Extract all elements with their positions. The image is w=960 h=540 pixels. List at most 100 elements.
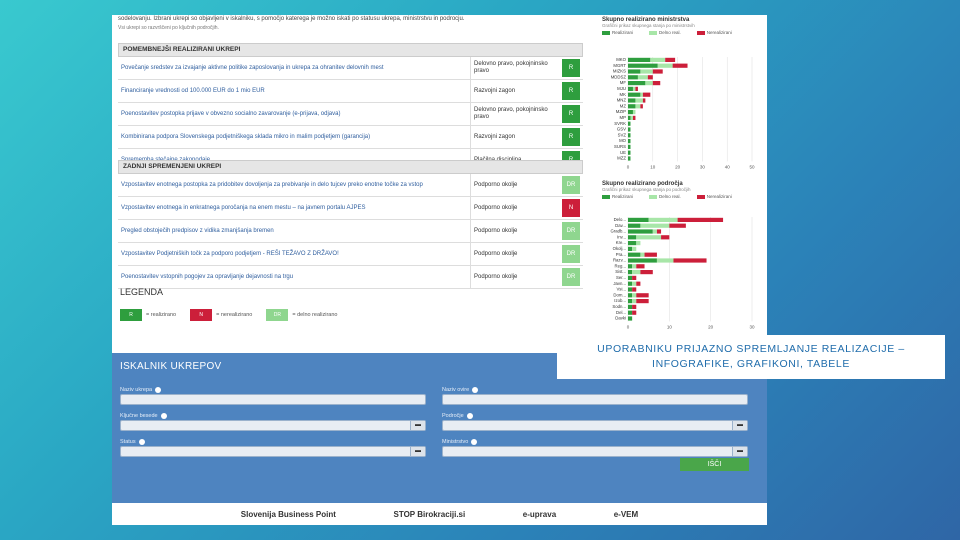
x-tick-label: 20 [675, 164, 681, 169]
measure-title[interactable]: Vzpostavitev Podjetniških točk za podpor… [121, 250, 339, 257]
legend-label: Delno real. [659, 30, 681, 35]
table-row[interactable]: Pregled obstoječih predpisov z vidika zm… [118, 220, 583, 243]
bar-segment [635, 86, 638, 91]
bar-segment [635, 98, 643, 103]
bar-segment [652, 229, 657, 234]
bar-segment [657, 63, 673, 68]
chart-legend-item: Delno real. [649, 30, 689, 35]
info-icon[interactable] [472, 386, 479, 393]
bar-segment [628, 258, 657, 263]
info-icon[interactable] [138, 438, 145, 445]
status-badge: R [562, 128, 580, 146]
measure-title[interactable]: Sprememba stečajne zakonodaje [118, 157, 470, 164]
field-input[interactable]: ▬ [442, 420, 748, 431]
legend-label: Nerealizirani [706, 30, 732, 35]
category-label: GSV [617, 127, 626, 132]
bar-segment [650, 57, 666, 62]
chart-subtitle: Grafični prikaz skupnega stanja po minis… [602, 23, 695, 28]
field-label: Status [120, 437, 426, 446]
field-label-text: Ključne besede [120, 412, 158, 419]
bar-segment [632, 264, 637, 269]
bar-segment [636, 241, 641, 246]
measure-title[interactable]: Poenostavitev vstopnih pogojev za opravl… [121, 273, 294, 280]
dropdown-button[interactable]: ▬ [410, 447, 425, 456]
info-icon[interactable] [155, 386, 162, 393]
dropdown-button[interactable]: ▬ [732, 421, 747, 430]
legend-swatch: DR [266, 309, 289, 321]
category-label: Kre... [616, 240, 626, 245]
bar-segment [640, 92, 643, 97]
chart-title: Skupno realizirano področja [602, 181, 683, 187]
table-row[interactable]: Kombinirana podpora Slovenskega podjetni… [118, 126, 583, 149]
bar-segment [642, 98, 646, 103]
bar-segment [656, 229, 662, 234]
category-label: MKO [616, 57, 626, 62]
field-input[interactable]: ▬ [120, 420, 426, 431]
legend-item: R = realizirano [120, 309, 176, 321]
status-badge: R [562, 59, 580, 77]
bar-segment [632, 270, 641, 275]
measure-category: Podporno okolje [470, 266, 559, 288]
measure-title[interactable]: Kombinirana podpora Slovenskega podjetni… [121, 133, 371, 140]
field-input[interactable]: ▬ [120, 446, 426, 457]
measure-title[interactable]: Financiranje vrednosti od 100.000 EUR do… [121, 87, 265, 94]
table-row[interactable]: Povečanje sredstev za izvajanje aktivne … [118, 57, 583, 80]
measure-title[interactable]: Vzpostavitev enotnega postopka za pridob… [121, 181, 423, 188]
chart-legend-item: Realizirani [602, 194, 641, 199]
table-row[interactable]: Vzpostavitev enotnega postopka za pridob… [118, 174, 583, 197]
dropdown-button[interactable]: ▬ [732, 447, 747, 456]
search-title: ISKALNIK UKREPOV [120, 361, 222, 372]
category-label: Del... [616, 310, 626, 315]
bar-segment [632, 310, 637, 315]
bar-segment [632, 275, 637, 280]
field-input[interactable]: ▬ [442, 446, 748, 457]
bar-segment [628, 150, 631, 155]
field-input[interactable] [120, 394, 426, 405]
category-label: Okolj... [613, 246, 626, 251]
bar-segment [628, 299, 633, 304]
caption-line-2: INFOGRAFIKE, GRAFIKONI, TABELE [652, 358, 850, 370]
x-tick-label: 50 [749, 164, 755, 169]
bar-segment [628, 275, 633, 280]
legend-label: Realizirani [612, 30, 634, 35]
category-label: Davki [615, 316, 626, 321]
x-tick-label: 20 [708, 324, 714, 329]
bar-segment [632, 304, 637, 309]
bar-segment [628, 287, 633, 292]
category-label: MO [619, 138, 627, 143]
bar-segment [628, 252, 641, 257]
table-row[interactable]: Financiranje vrednosti od 100.000 EUR do… [118, 80, 583, 103]
measure-title[interactable]: Vzpostavitev enotnega in enkratnega poro… [121, 204, 366, 211]
category-label: MK [620, 92, 627, 97]
measure-title[interactable]: Pregled obstoječih predpisov z vidika zm… [121, 227, 274, 234]
bar-segment [628, 98, 636, 103]
info-icon[interactable] [160, 412, 167, 419]
category-label: Delo... [614, 217, 626, 222]
category-label: Vsi... [616, 287, 626, 292]
measure-title[interactable]: Povečanje sredstev za izvajanje aktivne … [121, 64, 384, 71]
status-badge: R [562, 105, 580, 123]
category-label: Sodn... [612, 304, 626, 309]
legend-swatch [602, 194, 610, 199]
bar-segment [628, 293, 633, 298]
category-label: SVZ [618, 132, 627, 137]
table-row[interactable]: Poenostavitev vstopnih pogojev za opravl… [118, 266, 583, 289]
legend-label: = realizirano [146, 312, 177, 318]
chart-legend: Realizirani Delno real. Nerealizirani [602, 194, 762, 199]
field-input[interactable] [442, 394, 748, 405]
bar-segment [628, 75, 638, 80]
partner-logos: Slovenija Business Point STOP Birokracij… [112, 503, 767, 525]
search-button[interactable]: IŠČI [680, 458, 749, 471]
dropdown-button[interactable]: ▬ [410, 421, 425, 430]
info-icon[interactable] [466, 412, 473, 419]
measure-title[interactable]: Poenostavitev postopka prijave v obvezno… [121, 110, 341, 117]
bar-segment [628, 223, 641, 228]
category-label: MF [620, 80, 627, 85]
status-badge: DR [562, 268, 580, 286]
bar-segment [628, 229, 653, 234]
category-label: Reg... [615, 263, 626, 268]
info-icon[interactable] [471, 438, 478, 445]
table-row[interactable]: Poenostavitev postopka prijave v obvezno… [118, 103, 583, 126]
table-row[interactable]: Vzpostavitev Podjetniških točk za podpor… [118, 243, 583, 266]
table-row[interactable]: Vzpostavitev enotnega in enkratnega poro… [118, 197, 583, 220]
